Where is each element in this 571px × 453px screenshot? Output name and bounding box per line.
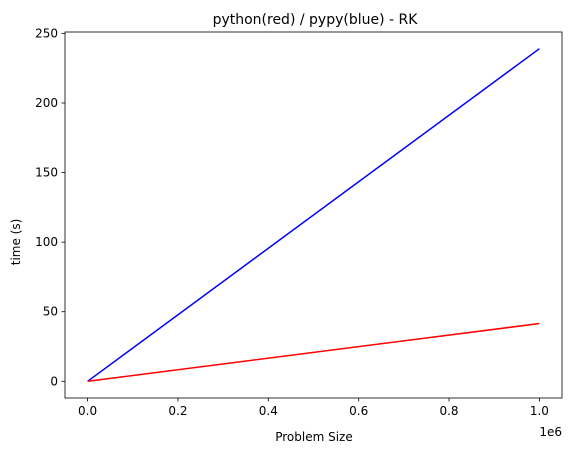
y-tick-label: 0 (50, 374, 58, 388)
x-tick-label: 0.4 (259, 404, 278, 418)
x-tick-label: 0.8 (439, 404, 458, 418)
y-tick-label: 100 (35, 235, 58, 249)
x-tick-label: 0.2 (168, 404, 187, 418)
series-line-0 (87, 48, 540, 382)
x-axis-label: Problem Size (275, 430, 353, 444)
y-tick-label: 50 (43, 305, 58, 319)
plot-frame (64, 31, 563, 399)
x-tick-label: 1.0 (530, 404, 549, 418)
chart-title: python(red) / pypy(blue) - RK (213, 12, 419, 28)
series-line-1 (87, 322, 540, 383)
x-offset-text: 1e6 (539, 425, 562, 439)
ticks-layer: 0.0 0.2 0.4 0.6 0.8 1.0 0 50 100 150 200 250 (35, 26, 549, 418)
y-tick-label: 200 (35, 96, 58, 110)
x-tick-label: 0.6 (349, 404, 368, 418)
series-layer (87, 48, 540, 383)
y-axis-label: time (s) (9, 219, 23, 266)
y-tick-label: 150 (35, 166, 58, 180)
x-tick-label: 0.0 (78, 404, 97, 418)
y-tick-label: 250 (35, 26, 58, 40)
